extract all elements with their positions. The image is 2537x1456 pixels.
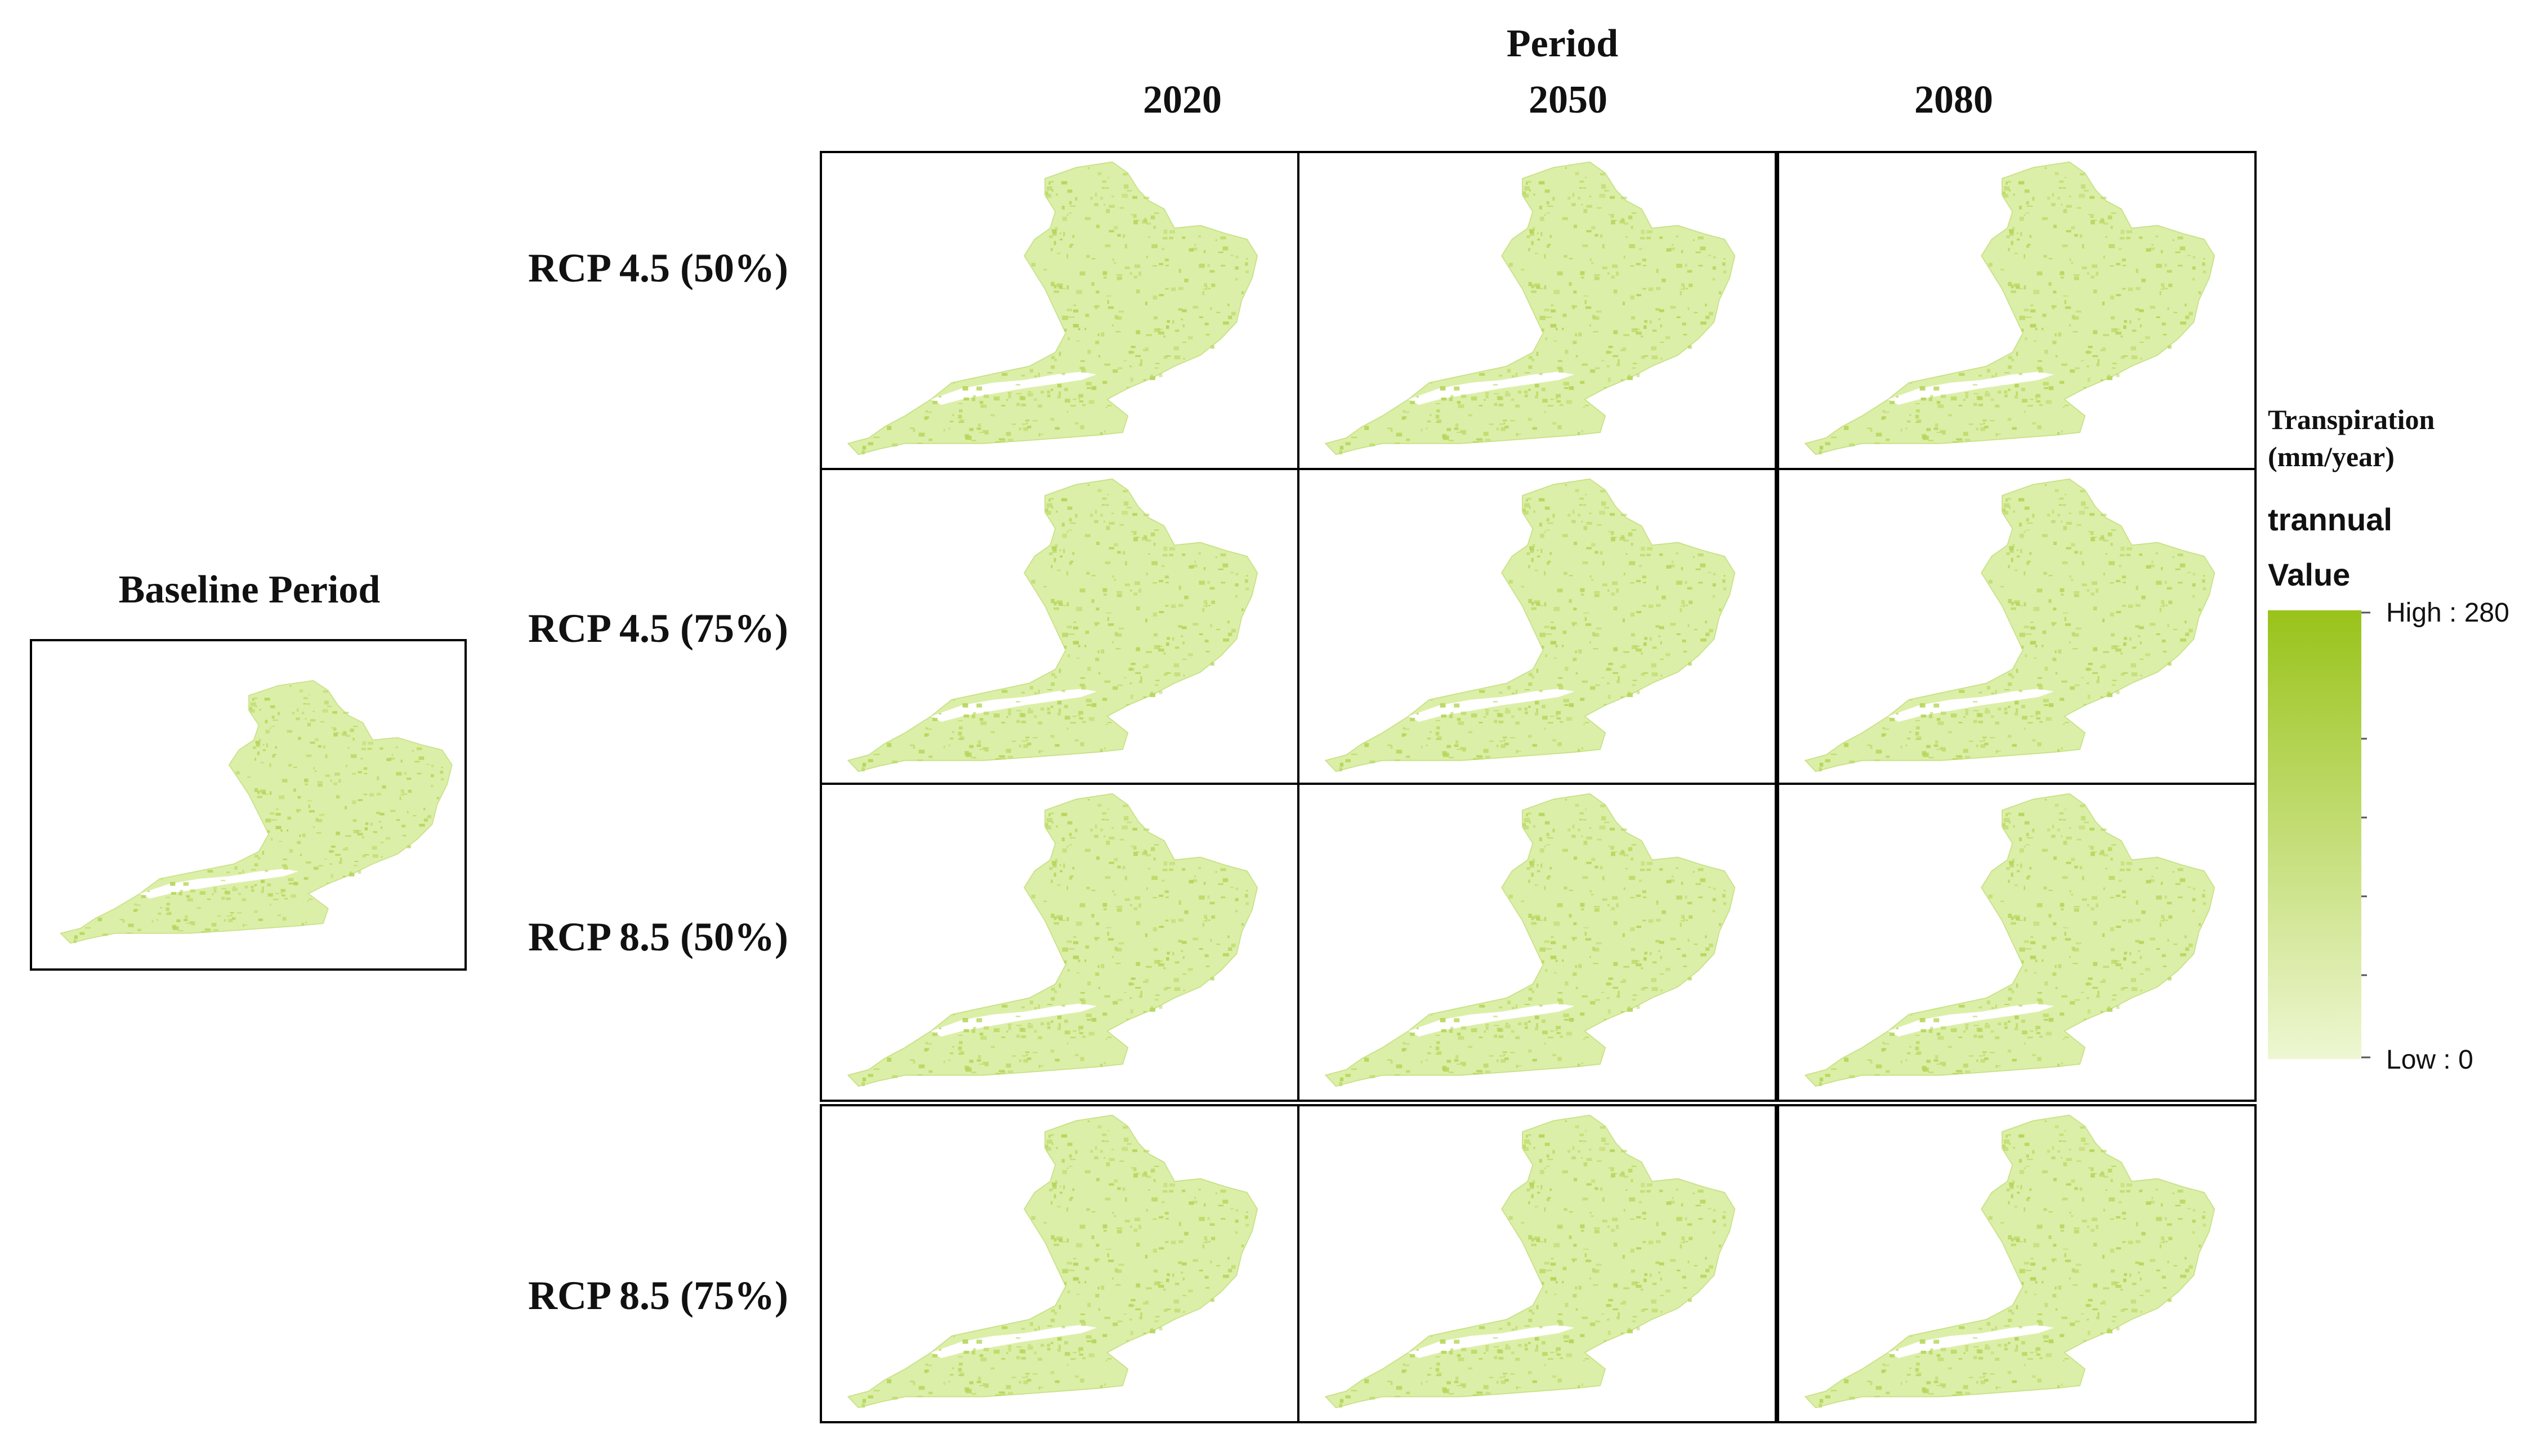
row-label-rcp45-75: RCP 4.5 (75%)	[528, 606, 788, 651]
map-panel-rcp85-75-2020	[820, 1104, 1299, 1423]
legend-high-label: High : 280	[2386, 598, 2509, 628]
row-label-rcp85-75: RCP 8.5 (75%)	[528, 1273, 788, 1318]
legend-title-line2: (mm/year)	[2268, 441, 2395, 472]
legend-low-label: Low : 0	[2386, 1045, 2473, 1075]
baseline-label: Baseline Period	[119, 568, 381, 611]
row-label-rcp45-50: RCP 4.5 (50%)	[528, 245, 788, 291]
row-label-rcp85-50: RCP 8.5 (50%)	[528, 914, 788, 959]
map-panel-rcp85-50-2050	[1297, 783, 1777, 1102]
period-title: Period	[1507, 22, 1618, 65]
legend-ticks	[2361, 611, 2370, 1058]
map-panel-rcp45-50-2080	[1777, 151, 2257, 470]
legend-field-name: Value	[2268, 557, 2350, 592]
legend-color-ramp	[2268, 610, 2361, 1059]
map-panel-grid	[820, 151, 2257, 1423]
column-label-2050: 2050	[1529, 78, 1607, 122]
legend-layer-name: trannual	[2268, 502, 2392, 537]
column-label-2080: 2080	[1914, 78, 1993, 122]
column-label-2020: 2020	[1143, 78, 1222, 122]
map-panel-rcp45-50-2020	[820, 151, 1299, 470]
legend-title-line1: Transpiration	[2268, 404, 2435, 435]
map-panel-rcp45-50-2050	[1297, 151, 1777, 470]
map-panel-rcp45-75-2020	[820, 468, 1299, 787]
map-panel-rcp45-75-2080	[1777, 468, 2257, 787]
map-panel-rcp85-75-2050	[1297, 1104, 1777, 1423]
map-panel-rcp45-75-2050	[1297, 468, 1777, 787]
map-panel-rcp85-50-2020	[820, 783, 1299, 1102]
map-panel-rcp85-50-2080	[1777, 783, 2257, 1102]
map-panel-rcp85-75-2080	[1777, 1104, 2257, 1423]
